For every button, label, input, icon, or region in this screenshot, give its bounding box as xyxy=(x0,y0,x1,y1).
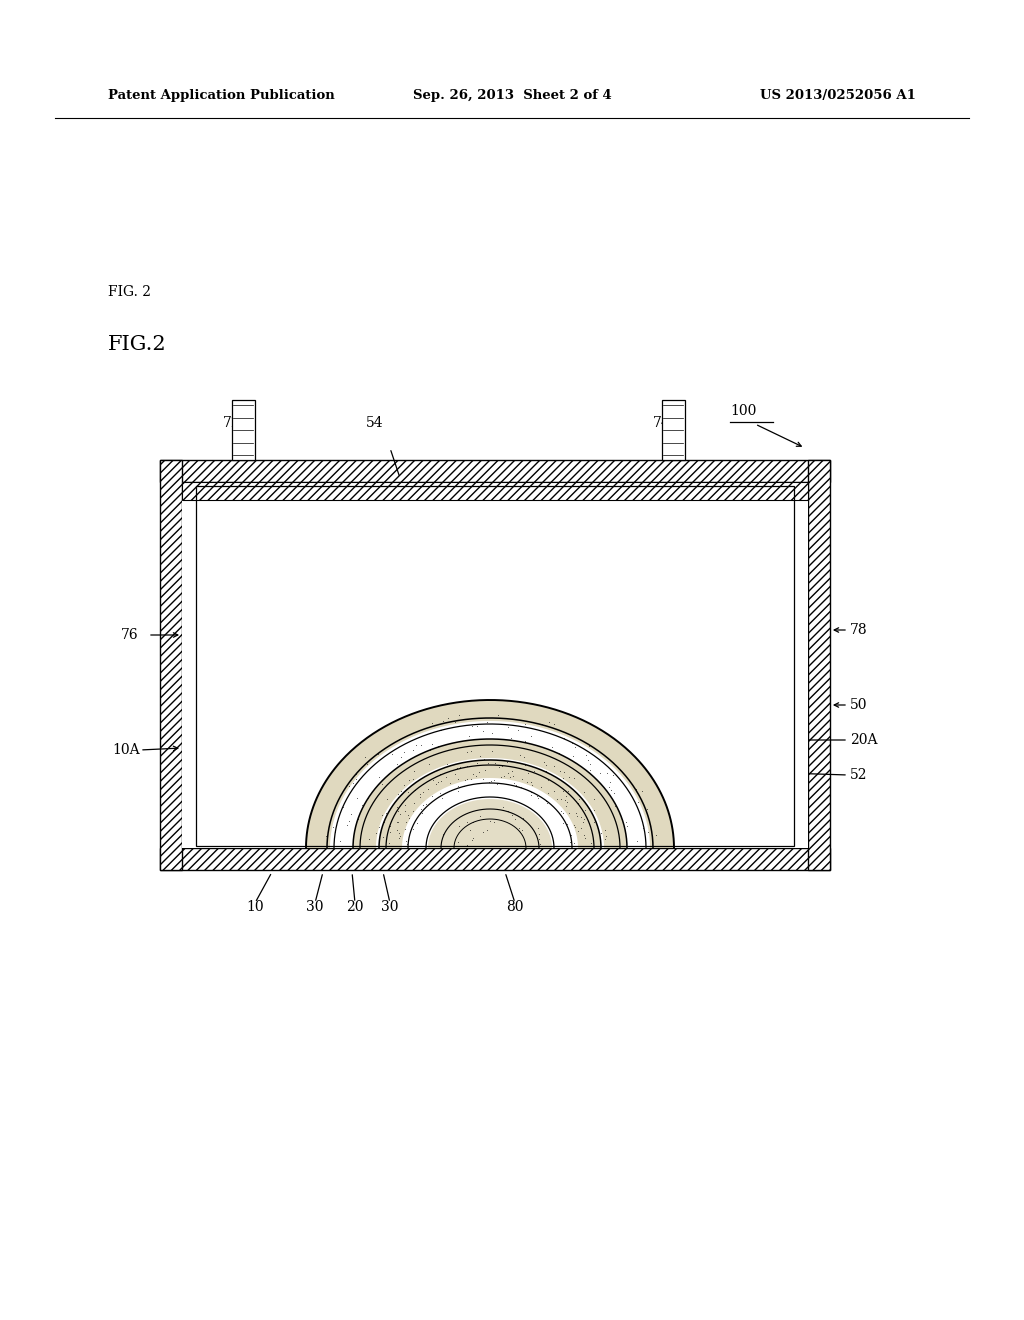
Bar xyxy=(808,459,830,870)
Text: 78: 78 xyxy=(850,623,867,638)
Text: 20A: 20A xyxy=(850,733,878,747)
Text: 54: 54 xyxy=(367,416,384,430)
Text: FIG.2: FIG.2 xyxy=(108,335,167,354)
Text: 30: 30 xyxy=(381,900,398,913)
Text: 80: 80 xyxy=(506,900,523,913)
Bar xyxy=(662,400,685,459)
Bar xyxy=(160,459,182,870)
Text: 50: 50 xyxy=(850,698,867,711)
Bar xyxy=(232,400,255,459)
Bar xyxy=(196,486,794,846)
Polygon shape xyxy=(353,739,627,847)
Text: 10: 10 xyxy=(246,900,264,913)
Text: 20: 20 xyxy=(346,900,364,913)
Polygon shape xyxy=(428,799,552,847)
Text: 100: 100 xyxy=(730,404,757,418)
Bar xyxy=(182,482,808,500)
Bar xyxy=(160,459,830,482)
Text: 72: 72 xyxy=(223,416,241,430)
Bar xyxy=(182,482,808,847)
Text: FIG. 2: FIG. 2 xyxy=(108,285,151,300)
Text: 52: 52 xyxy=(850,768,867,781)
Text: 30: 30 xyxy=(306,900,324,913)
Text: 76: 76 xyxy=(121,628,138,642)
Text: 74: 74 xyxy=(653,416,671,430)
Bar xyxy=(182,500,808,847)
Text: Sep. 26, 2013  Sheet 2 of 4: Sep. 26, 2013 Sheet 2 of 4 xyxy=(413,88,611,102)
Text: US 2013/0252056 A1: US 2013/0252056 A1 xyxy=(760,88,916,102)
Bar xyxy=(160,847,830,870)
Polygon shape xyxy=(306,700,674,847)
Text: Patent Application Publication: Patent Application Publication xyxy=(108,88,335,102)
Text: 10A: 10A xyxy=(113,743,140,756)
Polygon shape xyxy=(379,760,601,847)
